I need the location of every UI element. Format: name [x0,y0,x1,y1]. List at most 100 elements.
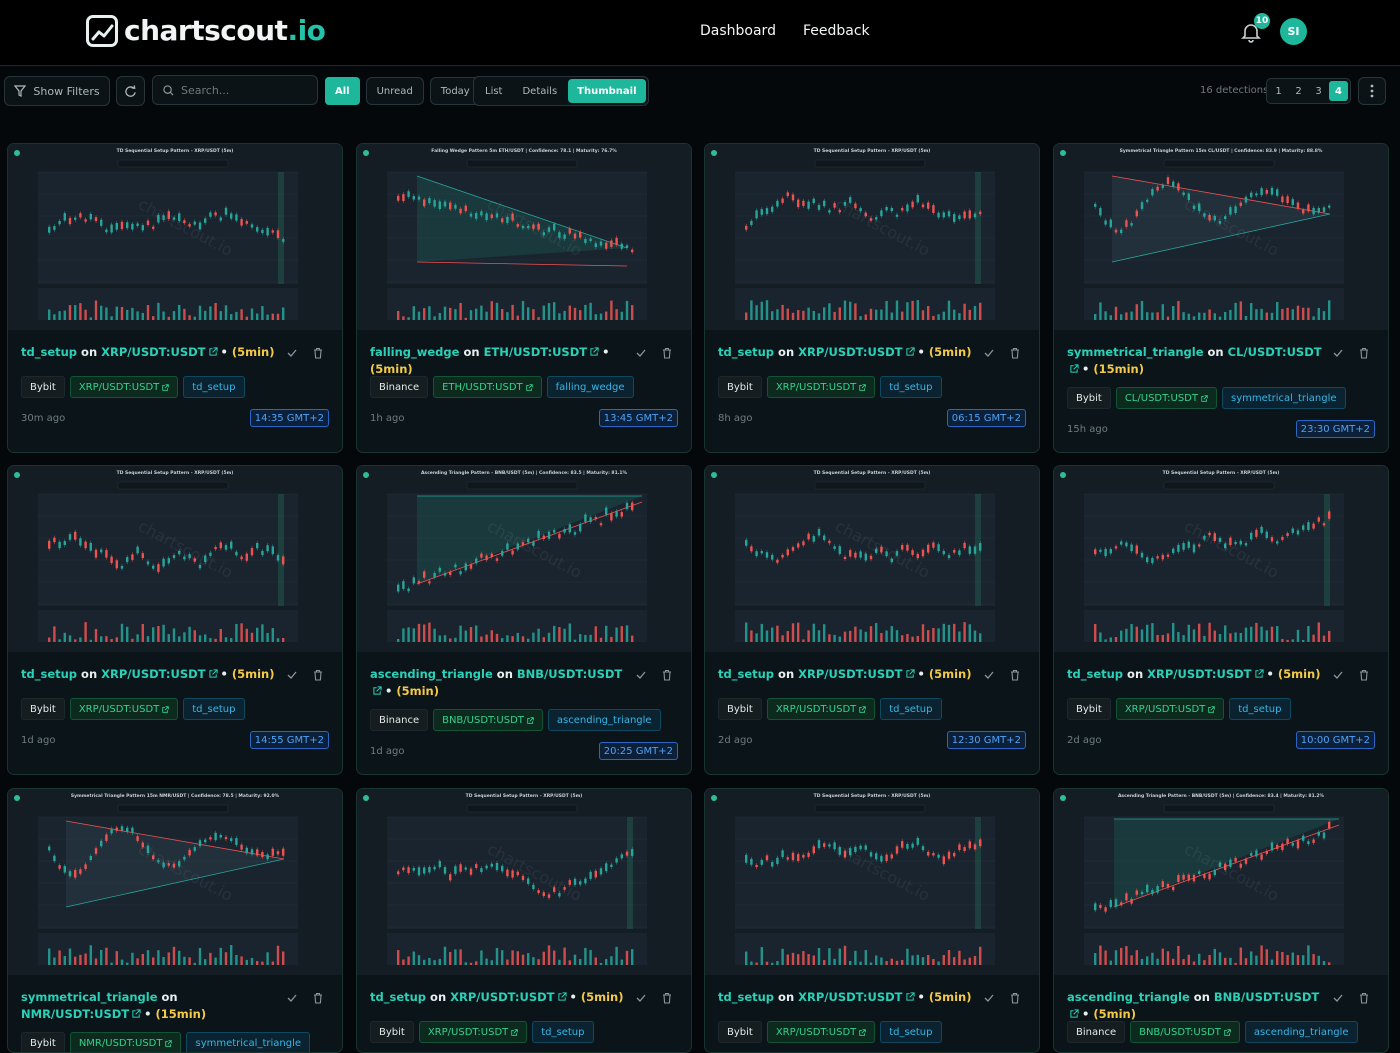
symbol-tag[interactable]: XRP/USDT:USDT [418,1021,528,1043]
user-avatar[interactable]: SI [1280,18,1307,45]
view-list[interactable]: List [485,85,503,97]
refresh-button[interactable] [116,76,145,106]
page-3[interactable]: 3 [1315,85,1322,97]
symbol-link[interactable]: XRP/USDT:USDT [450,990,555,1004]
exchange-tag[interactable]: Bybit [370,1021,414,1043]
pattern-tag[interactable]: td_setup [880,698,942,720]
exchange-tag[interactable]: Bybit [718,698,762,720]
detection-card[interactable]: Ascending Triangle Pattern - BNB/USDT (5… [356,465,692,775]
mark-read-check-icon[interactable] [1332,992,1344,1004]
symbol-tag[interactable]: XRP/USDT:USDT [766,376,876,398]
pattern-tag[interactable]: ascending_triangle [547,709,661,731]
pattern-chart-thumbnail[interactable]: TD Sequential Setup Pattern - XRP/USDT (… [705,144,1039,330]
detection-card[interactable]: TD Sequential Setup Pattern - XRP/USDT (… [356,788,692,1053]
symbol-link[interactable]: BNB/USDT:USDT [516,667,623,681]
delete-trash-icon[interactable] [1358,347,1370,359]
pattern-chart-thumbnail[interactable]: TD Sequential Setup Pattern - XRP/USDT (… [8,144,342,330]
pattern-chart-thumbnail[interactable]: TD Sequential Setup Pattern - XRP/USDT (… [8,466,342,652]
pattern-name[interactable]: td_setup [370,990,427,1004]
symbol-link[interactable]: XRP/USDT:USDT [798,345,903,359]
pattern-tag[interactable]: td_setup [532,1021,594,1043]
external-link-icon[interactable] [590,347,599,356]
detection-card[interactable]: TD Sequential Setup Pattern - XRP/USDT (… [1053,465,1389,775]
view-thumbnail[interactable]: Thumbnail [568,79,646,103]
nav-feedback[interactable]: Feedback [802,23,870,39]
more-options-button[interactable] [1358,77,1386,105]
symbol-link[interactable]: ETH/USDT:USDT [483,345,588,359]
pattern-chart-thumbnail[interactable]: Falling Wedge Pattern 5m ETH/USDT | Conf… [357,144,691,330]
pattern-chart-thumbnail[interactable]: TD Sequential Setup Pattern - XRP/USDT (… [357,789,691,975]
delete-trash-icon[interactable] [1358,669,1370,681]
external-link-icon[interactable] [208,347,218,356]
exchange-tag[interactable]: Bybit [1067,387,1111,409]
pattern-name[interactable]: td_setup [718,667,775,681]
pattern-tag[interactable]: symmetrical_triangle [1221,387,1346,409]
pattern-tag[interactable]: td_setup [880,376,942,398]
delete-trash-icon[interactable] [1358,992,1370,1004]
pattern-tag[interactable]: ascending_triangle [1244,1021,1358,1043]
symbol-tag[interactable]: CL/USDT:USDT [1115,387,1217,409]
mark-read-check-icon[interactable] [286,669,298,681]
symbol-link[interactable]: XRP/USDT:USDT [798,667,903,681]
pattern-name[interactable]: ascending_triangle [370,667,493,681]
exchange-tag[interactable]: Binance [370,376,429,398]
delete-trash-icon[interactable] [1009,992,1021,1004]
delete-trash-icon[interactable] [312,669,324,681]
detection-card[interactable]: TD Sequential Setup Pattern - XRP/USDT (… [704,788,1040,1053]
pattern-chart-thumbnail[interactable]: Symmetrical Triangle Pattern 15m CL/USDT… [1054,144,1388,330]
pattern-name[interactable]: td_setup [21,345,78,359]
detection-card[interactable]: TD Sequential Setup Pattern - XRP/USDT (… [704,465,1040,775]
page-4[interactable]: 4 [1329,81,1348,101]
delete-trash-icon[interactable] [312,347,324,359]
pattern-name[interactable]: td_setup [21,667,78,681]
pattern-chart-thumbnail[interactable]: TD Sequential Setup Pattern - XRP/USDT (… [705,789,1039,975]
mark-read-check-icon[interactable] [286,992,298,1004]
external-link-icon[interactable] [132,1009,141,1018]
pattern-chart-thumbnail[interactable]: Ascending Triangle Pattern - BNB/USDT (5… [357,466,691,652]
external-link-icon[interactable] [208,669,218,678]
symbol-link[interactable]: XRP/USDT:USDT [798,990,903,1004]
symbol-tag[interactable]: XRP/USDT:USDT [69,698,179,720]
search-input[interactable] [181,83,311,97]
show-filters-button[interactable]: Show Filters [4,76,110,106]
pattern-name[interactable]: falling_wedge [370,345,460,359]
pattern-name[interactable]: ascending_triangle [1067,990,1190,1004]
view-details[interactable]: Details [522,85,558,97]
symbol-link[interactable]: XRP/USDT:USDT [101,667,206,681]
symbol-link[interactable]: CL/USDT:USDT [1227,345,1322,359]
symbol-tag[interactable]: ETH/USDT:USDT [433,376,542,398]
exchange-tag[interactable]: Binance [370,709,429,731]
filter-all[interactable]: All [325,77,360,105]
exchange-tag[interactable]: Bybit [21,698,65,720]
bell-icon[interactable] [1240,21,1262,43]
pattern-tag[interactable]: td_setup [1229,698,1291,720]
pattern-tag[interactable]: td_setup [880,1021,942,1043]
delete-trash-icon[interactable] [312,992,324,1004]
external-link-icon[interactable] [905,992,915,1001]
symbol-tag[interactable]: BNB/USDT:USDT [1130,1021,1240,1043]
mark-read-check-icon[interactable] [1332,669,1344,681]
detection-card[interactable]: Ascending Triangle Pattern - BNB/USDT (5… [1053,788,1389,1053]
symbol-tag[interactable]: XRP/USDT:USDT [69,376,179,398]
exchange-tag[interactable]: Bybit [718,376,762,398]
delete-trash-icon[interactable] [661,992,673,1004]
pattern-chart-thumbnail[interactable]: TD Sequential Setup Pattern - XRP/USDT (… [705,466,1039,652]
pattern-name[interactable]: td_setup [718,990,775,1004]
pattern-tag[interactable]: td_setup [183,698,245,720]
external-link-icon[interactable] [373,686,382,695]
symbol-link[interactable]: NMR/USDT:USDT [21,1007,130,1021]
pattern-name[interactable]: td_setup [1067,667,1124,681]
external-link-icon[interactable] [557,992,567,1001]
symbol-link[interactable]: XRP/USDT:USDT [1147,667,1252,681]
page-1[interactable]: 1 [1275,85,1282,97]
delete-trash-icon[interactable] [661,669,673,681]
symbol-link[interactable]: BNB/USDT:USDT [1213,990,1320,1004]
pattern-name[interactable]: symmetrical_triangle [1067,345,1204,359]
detection-card[interactable]: TD Sequential Setup Pattern - XRP/USDT (… [7,465,343,775]
symbol-tag[interactable]: XRP/USDT:USDT [766,1021,876,1043]
detection-card[interactable]: TD Sequential Setup Pattern - XRP/USDT (… [704,143,1040,453]
mark-read-check-icon[interactable] [286,347,298,359]
external-link-icon[interactable] [1070,364,1079,373]
mark-read-check-icon[interactable] [983,669,995,681]
pattern-tag[interactable]: falling_wedge [546,376,634,398]
